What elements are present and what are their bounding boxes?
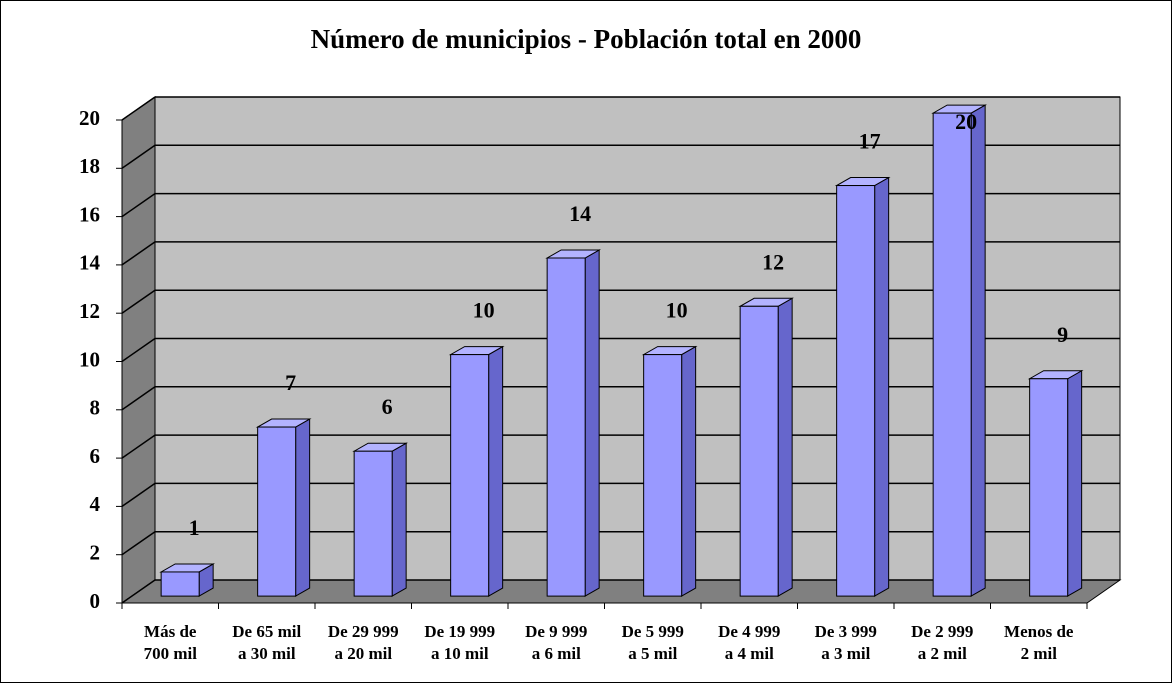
x-tick-label: De 19 999 a 10 mil: [424, 622, 496, 663]
y-tick-label: 6: [90, 444, 101, 468]
y-tick-label: 0: [90, 589, 101, 613]
bar: [932, 112, 972, 597]
bar-side: [874, 176, 890, 597]
bar: [450, 354, 490, 597]
grid-line-side: [121, 482, 156, 508]
bar: [1029, 378, 1069, 597]
bar-side: [391, 442, 407, 597]
bar-side: [970, 104, 986, 597]
x-tick-label: De 4 999 a 4 mil: [718, 622, 781, 663]
data-label: 9: [1057, 322, 1068, 347]
data-label: 20: [955, 109, 977, 134]
bar: [643, 354, 683, 597]
x-tick-label: De 3 999 a 3 mil: [814, 622, 877, 663]
data-label: 14: [569, 201, 591, 226]
data-label: 6: [382, 394, 393, 419]
x-tick-label: Más de 700 mil: [143, 622, 197, 663]
y-tick-label: 8: [90, 396, 101, 420]
y-tick-label: 16: [79, 202, 100, 226]
grid-line-side: [121, 531, 156, 556]
data-label: 7: [285, 370, 296, 395]
grid-line-side: [121, 96, 156, 121]
x-tick-label: De 9 999 a 6 mil: [525, 622, 588, 663]
bar-side: [777, 297, 793, 597]
bar: [160, 571, 200, 597]
x-tick-label: De 2 999 a 2 mil: [911, 622, 974, 663]
bar-side: [681, 345, 697, 597]
data-label: 12: [762, 249, 784, 274]
y-tick-label: 4: [90, 492, 101, 516]
x-tick-label: Menos de 2 mil: [1004, 622, 1074, 663]
grid-line-side: [121, 579, 156, 604]
grid-line-side: [121, 337, 156, 363]
x-tick-label: De 5 999 a 5 mil: [621, 622, 684, 663]
data-label: 10: [473, 298, 495, 323]
y-tick-label: 12: [79, 299, 100, 323]
grid-line-side: [121, 192, 156, 218]
grid-line-side: [121, 386, 156, 411]
y-tick-label: 14: [79, 251, 101, 275]
chart-title: Número de municipios - Población total e…: [311, 24, 862, 54]
bar-side: [295, 418, 311, 597]
grid-line-side: [121, 241, 156, 266]
data-label: 17: [859, 129, 881, 154]
bar: [546, 257, 586, 597]
bar-side: [488, 345, 504, 597]
bar-side: [1067, 369, 1083, 597]
y-tick-label: 10: [79, 347, 100, 371]
bar: [257, 426, 297, 597]
grid-line-side: [121, 434, 156, 459]
grid-line-side: [121, 144, 156, 169]
y-tick-label: 20: [79, 106, 100, 130]
bar: [353, 450, 393, 597]
grid-line-side: [121, 289, 156, 314]
y-tick-label: 2: [90, 541, 101, 565]
data-label: 1: [189, 515, 200, 540]
x-tick-label: De 65 mil a 30 mil: [232, 622, 302, 663]
data-label: 10: [666, 298, 688, 323]
x-tick-label: De 29 999 a 20 mil: [327, 622, 399, 663]
y-tick-label: 18: [79, 154, 100, 178]
bar-side: [584, 249, 600, 597]
bar: [739, 305, 779, 597]
bar: [836, 185, 876, 597]
